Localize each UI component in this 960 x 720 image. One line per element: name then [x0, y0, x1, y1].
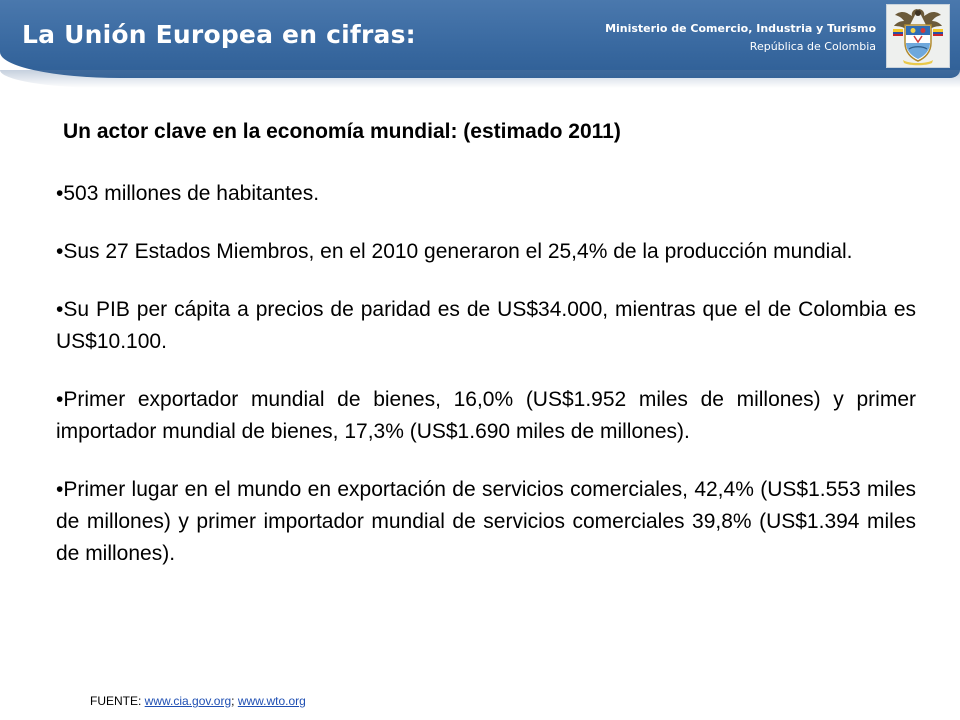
slide-subtitle: Un actor clave en la economía mundial: (… [63, 120, 621, 143]
country-name: República de Colombia [749, 40, 876, 53]
source-link-wto[interactable]: www.wto.org [237, 694, 306, 708]
bullet-item: •Su PIB per cápita a precios de paridad … [56, 294, 916, 358]
ministry-name: Ministerio de Comercio, Industria y Turi… [605, 22, 876, 35]
bullet-marker: • [56, 478, 64, 501]
bullet-marker: • [56, 388, 64, 411]
bullet-text: 503 millones de habitantes. [63, 182, 320, 205]
bullet-text: Sus 27 Estados Miembros, en el 2010 gene… [63, 240, 853, 263]
bullet-text: Primer exportador mundial de bienes, 16,… [56, 388, 916, 443]
slide-header: La Unión Europea en cifras: Ministerio d… [0, 0, 960, 104]
source-link-cia[interactable]: www.cia.gov.org [144, 694, 232, 708]
bullet-item: •503 millones de habitantes. [56, 178, 916, 210]
bullet-text: Su PIB per cápita a precios de paridad e… [56, 298, 916, 353]
bullet-marker: • [56, 298, 64, 321]
bullet-marker: • [56, 182, 64, 205]
slide-title: La Unión Europea en cifras: [22, 20, 416, 49]
header-banner-shadow [0, 70, 960, 88]
bullet-item: •Primer exportador mundial de bienes, 16… [56, 384, 916, 448]
source-label: FUENTE: [90, 694, 145, 708]
bullet-item: •Sus 27 Estados Miembros, en el 2010 gen… [56, 236, 916, 268]
bullet-item: •Primer lugar en el mundo en exportación… [56, 474, 916, 570]
header-banner [0, 0, 960, 78]
source-separator: ; [231, 694, 238, 708]
ministry-block: Ministerio de Comercio, Industria y Turi… [605, 21, 876, 55]
colombia-coat-of-arms-icon [886, 4, 950, 68]
source-footer: FUENTE: www.cia.gov.org; www.wto.org [90, 694, 306, 708]
bullet-marker: • [56, 240, 64, 263]
bullet-list: •503 millones de habitantes. •Sus 27 Est… [56, 178, 916, 596]
bullet-text: Primer lugar en el mundo en exportación … [56, 478, 916, 565]
